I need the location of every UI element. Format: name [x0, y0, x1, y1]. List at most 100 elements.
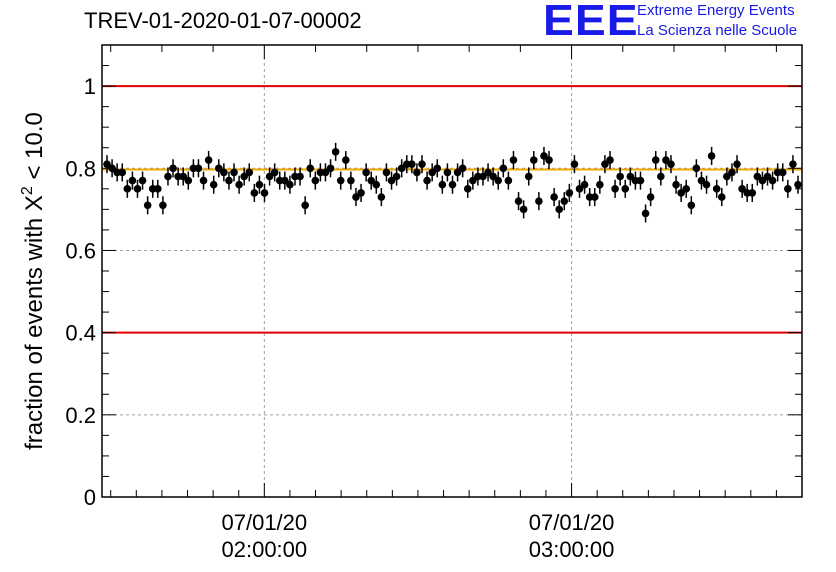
- data-point: [535, 197, 543, 205]
- data-point: [428, 168, 436, 177]
- data-point: [159, 201, 167, 210]
- data-point: [154, 185, 162, 193]
- data-point: [590, 193, 599, 201]
- data-point: [260, 189, 269, 197]
- grid-layer: [102, 45, 802, 497]
- data-point: [575, 185, 584, 193]
- data-point: [606, 156, 614, 164]
- data-point: [179, 172, 188, 181]
- data-point: [270, 168, 279, 177]
- data-point: [545, 156, 553, 164]
- data-point: [565, 189, 574, 197]
- data-point: [199, 176, 208, 185]
- data-point: [580, 180, 589, 189]
- data-point: [707, 152, 716, 160]
- data-point: [712, 185, 721, 193]
- data-point: [336, 176, 345, 185]
- reference-lines: [102, 85, 802, 334]
- data-point: [611, 185, 619, 193]
- x-tick-date-label: 07/01/20: [529, 510, 615, 535]
- data-point: [560, 197, 569, 205]
- x-tick-date-label: 07/01/20: [222, 510, 308, 535]
- data-point: [697, 176, 706, 185]
- data-point: [733, 160, 741, 168]
- data-point: [768, 176, 777, 185]
- y-axis-label: fraction of events with Χ2 < 10.0: [19, 112, 48, 450]
- data-point: [235, 180, 243, 189]
- data-point: [662, 156, 670, 164]
- data-point: [723, 172, 731, 181]
- data-point: [453, 168, 462, 177]
- y-tick-label: 1: [84, 74, 96, 99]
- plot-frame: [101, 44, 803, 498]
- data-point: [499, 164, 508, 173]
- data-point: [240, 172, 248, 181]
- data-point: [133, 185, 142, 193]
- data-point: [784, 185, 792, 193]
- data-point: [103, 160, 111, 168]
- data-point: [286, 180, 294, 189]
- data-point: [331, 148, 340, 156]
- y-tick-label: 0: [84, 485, 96, 510]
- data-point: [479, 172, 487, 181]
- data-point: [524, 172, 533, 181]
- y-tick-label: 0.6: [65, 238, 96, 263]
- logo-line-1: Extreme Energy Events: [637, 2, 795, 19]
- data-point: [326, 164, 335, 173]
- data-point: [794, 180, 802, 189]
- eee-logo: EEE Extreme Energy Events La Scienza nel…: [543, 0, 833, 44]
- data-point: [418, 160, 426, 168]
- data-point: [128, 176, 137, 185]
- data-point: [392, 172, 401, 181]
- x-tick-time-label: 03:00:00: [529, 537, 615, 562]
- data-point: [748, 189, 757, 197]
- data-point: [550, 193, 558, 201]
- data-point: [230, 168, 238, 177]
- data-point: [296, 172, 304, 181]
- data-point: [123, 185, 132, 193]
- data-point: [758, 176, 767, 185]
- data-point: [778, 168, 787, 177]
- data-point: [763, 172, 772, 181]
- data-point: [387, 176, 396, 185]
- data-point: [601, 160, 609, 168]
- data-point: [687, 201, 696, 210]
- data-point: [118, 168, 127, 177]
- data-point: [423, 176, 431, 185]
- data-point: [458, 164, 467, 173]
- eee-logo-mark: EEE: [543, 0, 639, 45]
- data-point: [245, 168, 254, 177]
- data-point: [342, 156, 350, 164]
- data-point: [463, 185, 472, 193]
- data-point: [519, 205, 528, 214]
- data-point: [321, 168, 330, 177]
- data-point: [311, 176, 320, 185]
- data-point: [408, 160, 416, 168]
- data-point: [484, 168, 492, 177]
- data-point: [717, 193, 726, 201]
- data-point: [616, 172, 624, 181]
- data-point: [164, 172, 172, 181]
- chart-title: TREV-01-2020-01-07-00002: [84, 8, 362, 33]
- data-point: [504, 176, 513, 185]
- data-points: [103, 142, 802, 223]
- data-point: [667, 160, 675, 168]
- data-point: [529, 156, 538, 164]
- y-axis-label-group: fraction of events with Χ2 < 10.0: [19, 112, 48, 450]
- y-axis-label-text: fraction of events with Χ2 < 10.0: [19, 112, 48, 450]
- data-point: [214, 164, 223, 173]
- data-point: [702, 180, 711, 189]
- data-point: [250, 189, 259, 197]
- data-point: [540, 152, 548, 160]
- x-tick-time-label: 02:00:00: [222, 537, 308, 562]
- data-point: [281, 176, 289, 185]
- data-point: [382, 168, 391, 177]
- data-point: [357, 189, 365, 197]
- data-point: [682, 185, 691, 193]
- data-point: [641, 209, 650, 218]
- data-point: [204, 156, 213, 164]
- data-point: [621, 185, 630, 193]
- data-point: [306, 164, 315, 173]
- data-point: [220, 168, 228, 177]
- data-point: [352, 193, 360, 201]
